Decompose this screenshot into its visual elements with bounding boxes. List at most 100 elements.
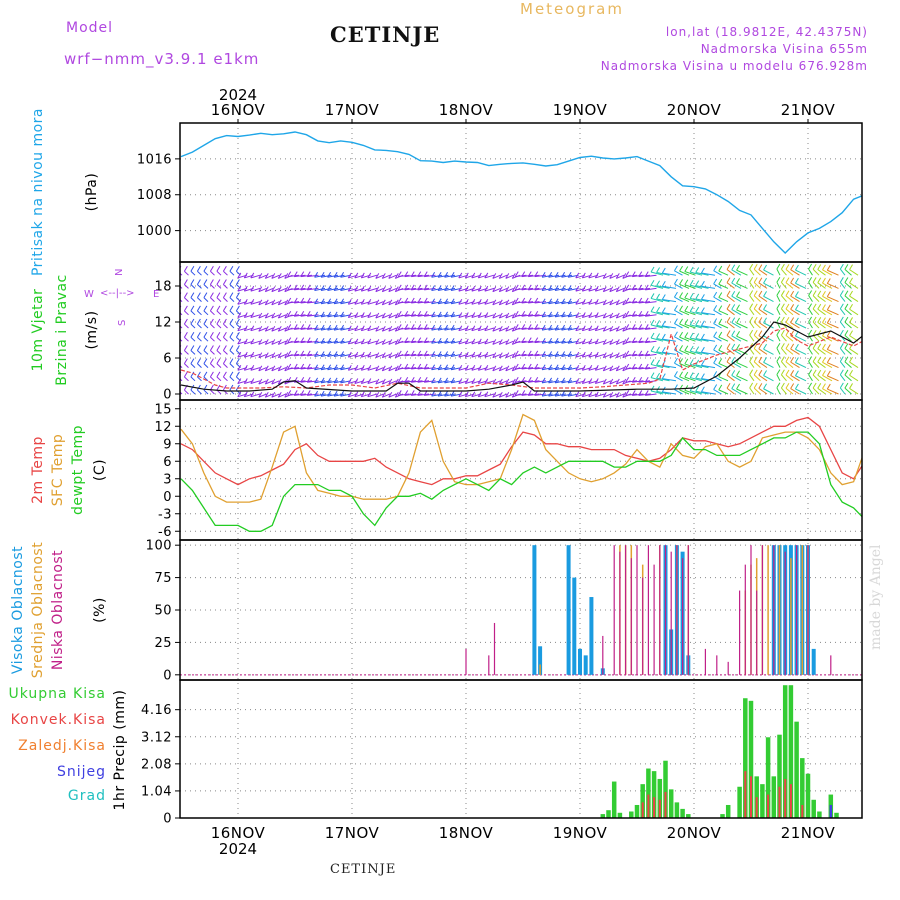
wind-barb bbox=[763, 309, 774, 316]
wind-barb bbox=[444, 301, 456, 305]
wind-barb-flag bbox=[521, 363, 526, 370]
wind-barb bbox=[812, 321, 820, 329]
wind-barb-flag bbox=[360, 285, 365, 292]
conv-precip-bar bbox=[744, 771, 747, 818]
compass-south: S bbox=[117, 320, 128, 326]
wind-barb bbox=[314, 367, 326, 371]
wind-barb bbox=[334, 353, 345, 357]
wind-barb bbox=[278, 353, 287, 359]
wind-barb-flag bbox=[656, 333, 661, 339]
wind-barb-flag bbox=[521, 376, 526, 383]
wind-barb-flag bbox=[812, 316, 817, 323]
wind-barb-flag bbox=[243, 325, 248, 331]
wind-barb bbox=[417, 327, 430, 330]
wind-barb-flag bbox=[235, 358, 240, 364]
wind-barb bbox=[758, 269, 768, 276]
wind-barb-flag bbox=[594, 299, 599, 305]
wind-barb-flag bbox=[327, 311, 332, 318]
wind-barb-flag bbox=[726, 369, 731, 376]
wind-barb-flag bbox=[511, 352, 516, 358]
wind-barb bbox=[718, 283, 729, 289]
wind-barb bbox=[314, 340, 326, 344]
wind-barb-flag bbox=[689, 332, 694, 339]
wind-barb bbox=[203, 376, 209, 382]
wind-barb bbox=[650, 337, 664, 342]
wind-barb-flag bbox=[731, 383, 736, 389]
wind-barb bbox=[844, 348, 852, 355]
wind-barb bbox=[314, 287, 326, 291]
wind-barb bbox=[184, 350, 189, 355]
wind-barb-flag bbox=[464, 312, 469, 318]
wind-barb-flag bbox=[464, 299, 469, 305]
wind-barb-flag bbox=[423, 376, 428, 383]
wind-barb-flag bbox=[674, 291, 678, 298]
wind-barb-flag bbox=[300, 350, 305, 357]
panel-frame bbox=[179, 261, 863, 401]
wind-barb bbox=[492, 314, 501, 319]
wind-barb bbox=[763, 282, 774, 289]
wind-barb bbox=[265, 301, 274, 306]
wind-barb-flag bbox=[602, 391, 607, 398]
wind-barb bbox=[781, 334, 787, 342]
wind-barb-flag bbox=[561, 351, 566, 357]
wind-barb-flag bbox=[812, 343, 817, 349]
wind-barb-flag bbox=[388, 286, 393, 292]
wind-barb-flag bbox=[397, 337, 402, 343]
year-label-bottom: 2024 bbox=[219, 840, 257, 858]
wind-barb-flag bbox=[609, 339, 614, 345]
wind-barb bbox=[197, 310, 202, 316]
wind-barb bbox=[258, 353, 267, 359]
wind-barb bbox=[314, 314, 326, 318]
wind-barb bbox=[609, 274, 618, 279]
wind-barb-flag bbox=[498, 273, 503, 279]
wind-barb bbox=[505, 314, 514, 319]
wind-barb bbox=[701, 364, 716, 369]
wind-barb-flag bbox=[235, 292, 240, 298]
wind-barb-flag bbox=[753, 316, 758, 323]
wind-barb-flag bbox=[450, 338, 455, 344]
wind-barb bbox=[839, 268, 846, 276]
wind-barb-flag bbox=[726, 264, 731, 270]
wind-barb bbox=[731, 295, 742, 303]
wind-barb-flag bbox=[444, 272, 449, 278]
wind-barb-flag bbox=[780, 382, 785, 389]
wind-barb bbox=[795, 309, 807, 316]
wind-barb-flag bbox=[554, 285, 559, 291]
wind-barb-flag bbox=[514, 350, 519, 357]
wind-barb-flag bbox=[477, 338, 482, 345]
wind-barb-flag bbox=[216, 292, 221, 298]
wind-barb-flag bbox=[822, 357, 826, 363]
wind-barb bbox=[555, 353, 566, 357]
wind-barb-flag bbox=[631, 350, 636, 357]
wind-barb-flag bbox=[700, 333, 705, 340]
wind-barb-flag bbox=[300, 363, 305, 370]
wind-barb bbox=[398, 287, 410, 291]
y-tick-label: 1008 bbox=[137, 188, 172, 203]
wind-barb-flag bbox=[790, 290, 795, 297]
wind-barb bbox=[758, 387, 768, 395]
wind-barb bbox=[542, 301, 553, 305]
wind-barb-flag bbox=[375, 352, 380, 358]
wind-barb bbox=[431, 340, 443, 344]
wind-barb-flag bbox=[758, 303, 763, 310]
wind-barb bbox=[210, 284, 215, 289]
wind-barb-flag bbox=[471, 378, 476, 384]
wind-barb bbox=[561, 353, 573, 357]
wind-barb bbox=[438, 327, 449, 331]
wind-barb-flag bbox=[713, 331, 718, 337]
wind-barb-flag bbox=[222, 358, 227, 364]
wind-barb bbox=[492, 340, 501, 345]
wind-barb bbox=[321, 327, 332, 331]
wind-barb-flag bbox=[625, 363, 630, 370]
wind-barb bbox=[300, 314, 313, 317]
wind-barb-flag bbox=[216, 265, 221, 272]
wind-barb-flag bbox=[684, 319, 689, 325]
wind-barb-flag bbox=[812, 356, 817, 362]
wind-barb bbox=[223, 376, 228, 382]
wind-barb-flag bbox=[450, 351, 455, 357]
wind-barb-flag bbox=[758, 264, 763, 270]
wind-barb-flag bbox=[780, 303, 785, 310]
wind-barb bbox=[609, 301, 618, 306]
wind-barb-flag bbox=[477, 391, 482, 397]
wind-barb bbox=[184, 336, 189, 342]
